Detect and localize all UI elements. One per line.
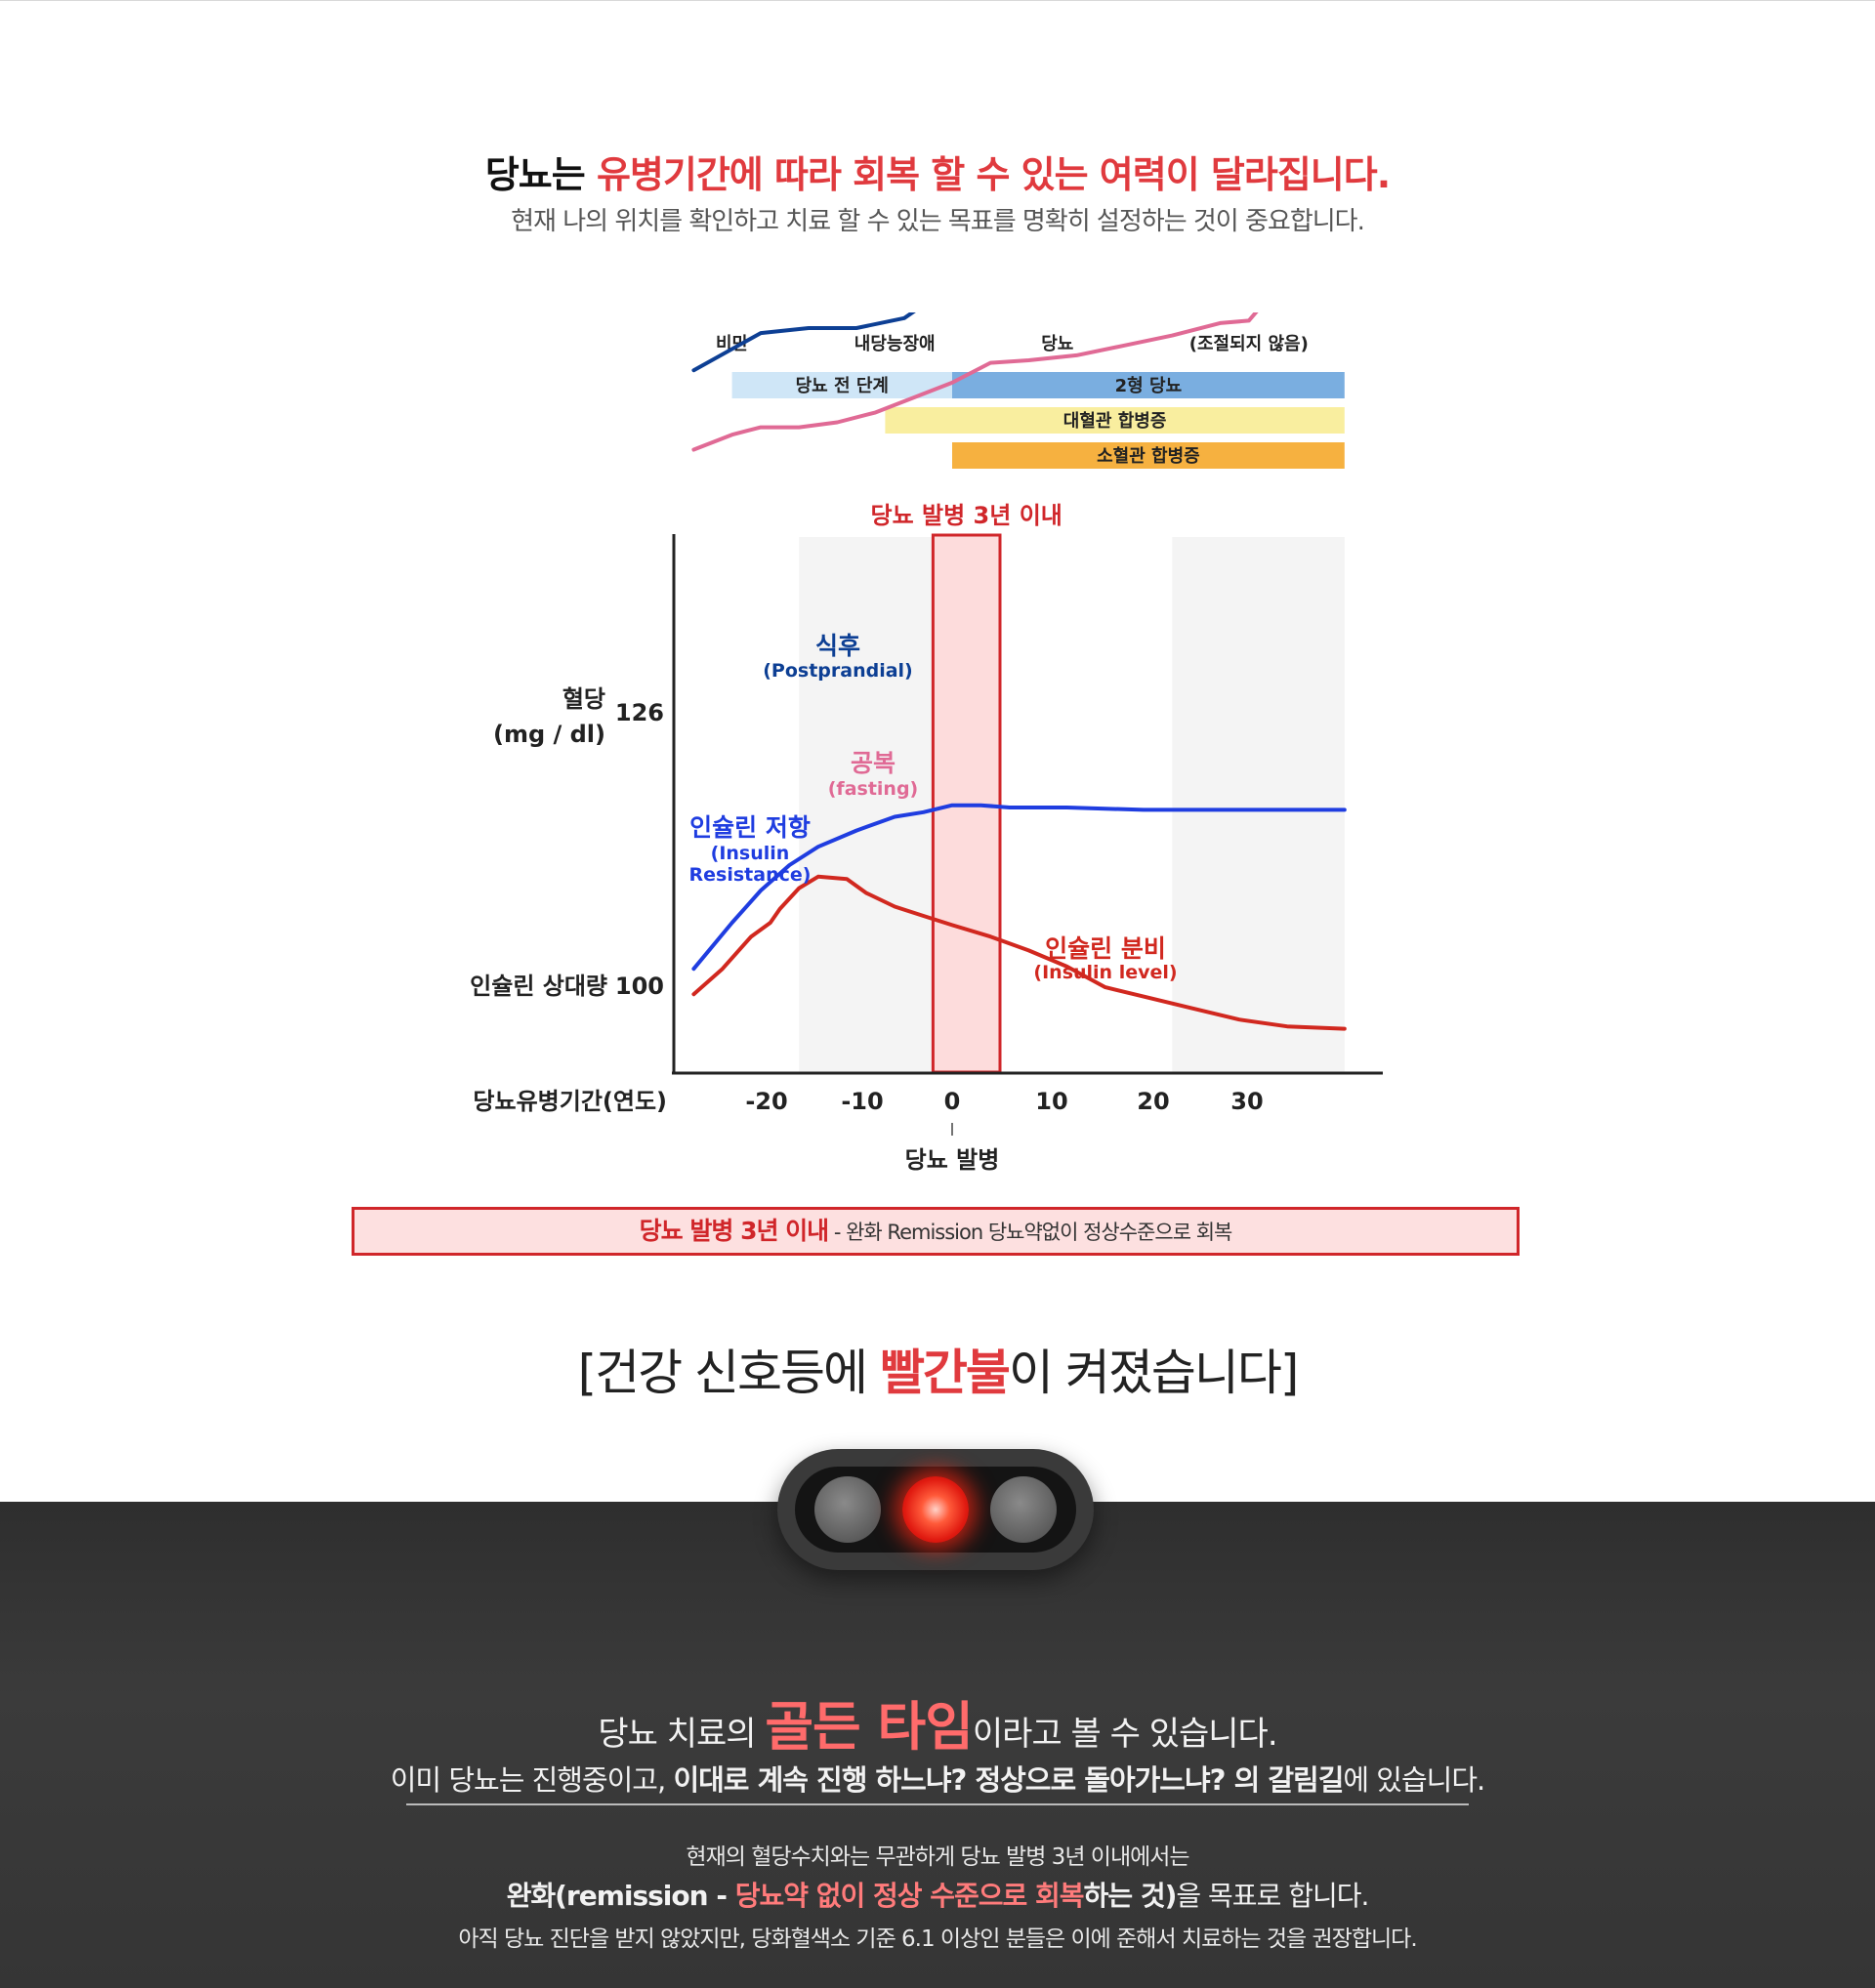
series-line-1 bbox=[691, 312, 1259, 452]
title-highlight: 유병기간에 따라 회복 할 수 있는 여력이 달라집니다. bbox=[596, 153, 1391, 196]
x-tick-label-3: 10 bbox=[1035, 1088, 1067, 1115]
series-sub-2-a: (Insulin bbox=[711, 843, 790, 864]
traffic-lamp-off-right bbox=[990, 1476, 1057, 1543]
traffic-lamp-off-left bbox=[814, 1476, 881, 1543]
crossroads-suffix: 에 있습니다. bbox=[1343, 1763, 1485, 1797]
signal-heading-prefix: [건강 신호등에 bbox=[577, 1345, 880, 1401]
stage-bar-0 bbox=[731, 372, 952, 398]
signal-heading-suffix: 이 켜졌습니다] bbox=[1008, 1345, 1299, 1401]
x-tick-label-0: -20 bbox=[745, 1088, 787, 1115]
stage-label-0: 비만 bbox=[716, 334, 749, 354]
y-axis-label-line1: 혈당 bbox=[562, 685, 605, 713]
series-sub-0: (Postprandial) bbox=[763, 660, 913, 682]
series-name-3: 인슐린 분비 bbox=[1045, 934, 1166, 963]
stage-bar-label-1: 2형 당뇨 bbox=[1115, 376, 1182, 396]
stage-bar-2 bbox=[885, 407, 1345, 434]
series-sub-1: (fasting) bbox=[828, 778, 919, 800]
x-tick-label-2: 0 bbox=[944, 1088, 961, 1115]
x-axis-label: 당뇨유병기간(연도) bbox=[473, 1088, 667, 1115]
highlight-window-label: 당뇨 발병 3년 이내 bbox=[871, 502, 1062, 529]
golden-prefix: 당뇨 치료의 bbox=[598, 1715, 766, 1754]
golden-highlight: 골든 타임 bbox=[765, 1696, 974, 1758]
remission-goal-line: 완화(remission - 당뇨약 없이 정상 수준으로 회복하는 것)을 목… bbox=[0, 1875, 1875, 1914]
remission-suffix: 을 목표로 합니다. bbox=[1176, 1880, 1369, 1912]
remission-strong-a: 완화(remission - bbox=[506, 1880, 735, 1912]
golden-time-line: 당뇨 치료의 골든 타임이라고 볼 수 있습니다. bbox=[0, 1683, 1875, 1760]
onset-marker-label: 당뇨 발병 bbox=[905, 1146, 1000, 1174]
series-line-2 bbox=[691, 803, 1347, 972]
page-subtitle: 현재 나의 위치를 확인하고 치료 할 수 있는 목표를 명확히 설정하는 것이… bbox=[511, 207, 1365, 236]
stage-label-2: 당뇨 bbox=[1041, 334, 1073, 354]
crossroads-strong: 이대로 계속 진행 하느냐? 정상으로 돌아가느냐? 의 갈림길 bbox=[673, 1763, 1344, 1797]
traffic-lamp-red-on bbox=[902, 1476, 969, 1543]
golden-time-section bbox=[0, 1502, 1875, 1988]
chart-svg: 당뇨 발병 3년 이내 비만 내당능장애 당뇨 (조절되지 않음) 당뇨 전 단계 2형 당… bbox=[470, 312, 1383, 1174]
traffic-light-housing bbox=[795, 1467, 1076, 1553]
stage-bar-label-3: 소혈관 합병증 bbox=[1097, 445, 1200, 467]
traffic-light bbox=[777, 1449, 1094, 1570]
stage-bar-3 bbox=[952, 442, 1345, 469]
y-tick-name-1: 인슐린 상대량 bbox=[470, 973, 607, 1000]
stage-bar-label-2: 대혈관 합병증 bbox=[1063, 410, 1167, 432]
diabetes-progression-chart: 당뇨 발병 3년 이내 비만 내당능장애 당뇨 (조절되지 않음) 당뇨 전 단계 2형 당… bbox=[0, 312, 1875, 1289]
series-name-2: 인슐린 저항 bbox=[689, 813, 811, 842]
y-tick-label-1: 100 bbox=[615, 973, 664, 1000]
remission-strong-b: 하는 것) bbox=[1083, 1880, 1178, 1912]
remission-callout: 당뇨 발병 3년 이내 - 완화 Remission 당뇨약없이 정상수준으로 … bbox=[352, 1207, 1520, 1256]
series-sub-2-b: Resistance) bbox=[689, 864, 812, 886]
x-tick-label-5: 30 bbox=[1230, 1088, 1263, 1115]
page-title: 당뇨는 유병기간에 따라 회복 할 수 있는 여력이 달라집니다. bbox=[0, 145, 1875, 198]
shaded-range-1 bbox=[1172, 537, 1345, 1072]
current-glucose-line: 현재의 혈당수치와는 무관하게 당뇨 발병 3년 이내에서는 bbox=[686, 1844, 1189, 1870]
stage-bar-label-0: 당뇨 전 단계 bbox=[796, 376, 889, 396]
series-line-3 bbox=[691, 874, 1347, 1031]
shaded-range-0 bbox=[799, 537, 934, 1072]
stage-label-1: 내당능장애 bbox=[854, 334, 936, 354]
x-tick-label-4: 20 bbox=[1137, 1088, 1169, 1115]
series-name-1: 공복 bbox=[851, 749, 896, 777]
top-border bbox=[0, 0, 1875, 1]
stage-bar-1 bbox=[952, 372, 1345, 398]
remission-callout-strong: 당뇨 발병 3년 이내 bbox=[639, 1217, 830, 1245]
recommendation-line: 아직 당뇨 진단을 받지 않았지만, 당화혈색소 기준 6.1 이상인 분들은 … bbox=[458, 1926, 1417, 1952]
signal-heading-highlight: 빨간불 bbox=[879, 1345, 1011, 1401]
remission-callout-rest: - 완화 Remission 당뇨약없이 정상수준으로 회복 bbox=[828, 1221, 1233, 1244]
series-sub-3: (Insulin level) bbox=[1033, 962, 1177, 983]
series-line-0 bbox=[691, 312, 916, 373]
y-axis-label-line2: (mg / dl) bbox=[493, 721, 605, 748]
stage-label-3: (조절되지 않음) bbox=[1189, 334, 1309, 354]
golden-suffix: 이라고 볼 수 있습니다. bbox=[972, 1715, 1278, 1754]
series-name-0: 식후 bbox=[815, 632, 860, 660]
title-prefix: 당뇨는 bbox=[484, 153, 597, 196]
crossroads-prefix: 이미 당뇨는 진행중이고, bbox=[390, 1763, 674, 1797]
crossroads-line: 이미 당뇨는 진행중이고, 이대로 계속 진행 하느냐? 정상으로 돌아가느냐?… bbox=[0, 1758, 1875, 1799]
section-divider bbox=[406, 1803, 1469, 1805]
remission-pink: 당뇨약 없이 정상 수준으로 회복 bbox=[734, 1880, 1085, 1912]
y-tick-label-0: 126 bbox=[615, 699, 664, 726]
x-tick-label-1: -10 bbox=[841, 1088, 883, 1115]
signal-heading: [건강 신호등에 빨간불이 켜졌습니다] bbox=[0, 1334, 1875, 1404]
